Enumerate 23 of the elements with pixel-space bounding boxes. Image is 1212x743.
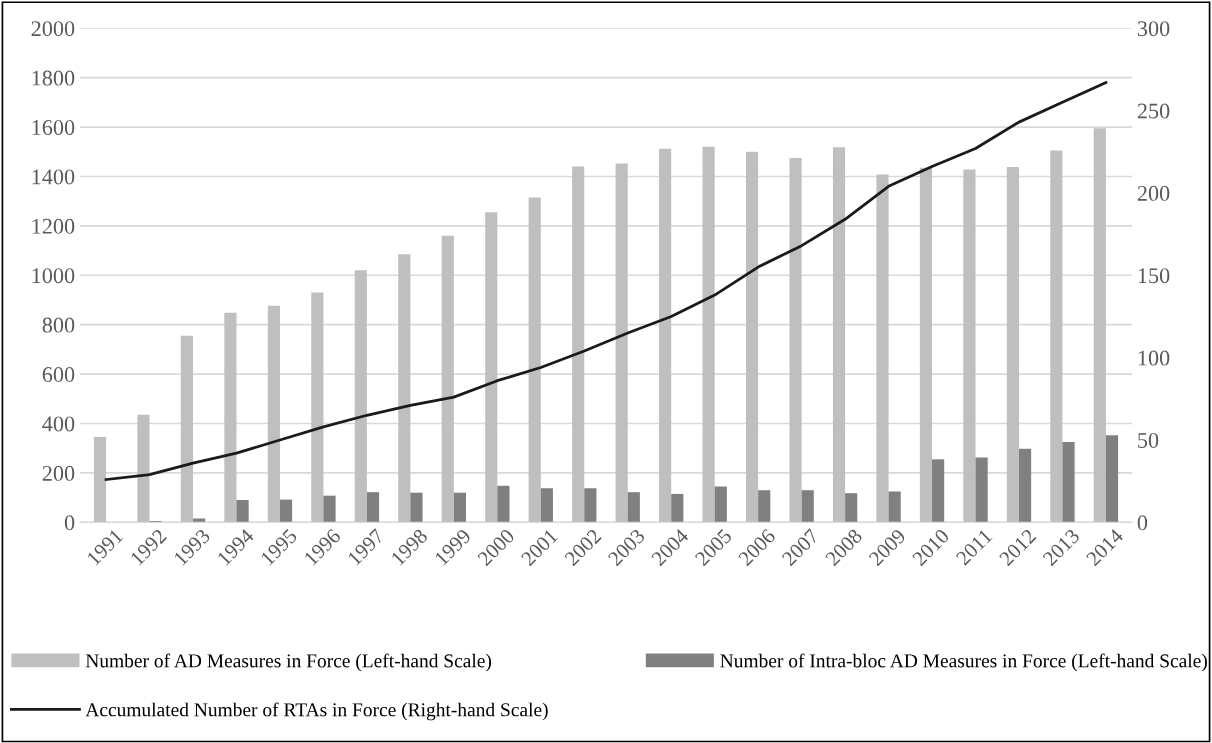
y2-tick-label: 200: [1137, 185, 1170, 201]
y-tick-label: 2000: [31, 21, 75, 37]
y2-tick-label: 150: [1138, 268, 1170, 284]
y-tick-label: 1400: [32, 169, 75, 185]
y-tick-label: 400: [42, 416, 75, 432]
legend-label: Accumulated Number of RTAs in Force (Right-hand Scale): [85, 702, 548, 721]
y-tick-label: 0: [64, 515, 75, 531]
y-tick-label: 600: [42, 367, 75, 383]
y-tick-label: 1600: [32, 119, 75, 135]
y-tick-label: 1800: [32, 70, 75, 86]
legend-label: Number of AD Measures in Force (Left-hand Scale): [85, 653, 492, 672]
legend-label: Number of Intra-bloc AD Measures in Force (Left-hand Scale): [720, 653, 1207, 672]
y2-tick-label: 300: [1137, 21, 1170, 37]
y2-tick-label: 100: [1138, 350, 1170, 366]
y-tick-label: 200: [42, 465, 75, 481]
y-tick-label: 1000: [32, 268, 75, 284]
x-tick-label: 1999: [434, 528, 472, 566]
y2-tick-label: 250: [1137, 103, 1170, 119]
y2-tick-label: 0: [1137, 515, 1148, 531]
y-tick-label: 1200: [32, 218, 75, 234]
y2-tick-label: 50: [1138, 432, 1159, 448]
y-tick-label: 800: [42, 317, 75, 333]
x-tick-label: 2011: [955, 528, 993, 566]
